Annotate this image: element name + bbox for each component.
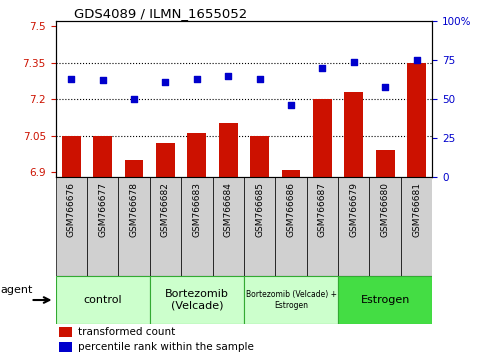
- Text: Estrogen: Estrogen: [360, 295, 410, 305]
- Bar: [125, 160, 143, 177]
- Bar: [401, 177, 432, 276]
- Bar: [150, 276, 244, 324]
- Bar: [282, 170, 300, 177]
- Bar: [59, 342, 72, 353]
- Point: [287, 103, 295, 108]
- Bar: [244, 276, 338, 324]
- Bar: [213, 177, 244, 276]
- Bar: [181, 177, 213, 276]
- Bar: [344, 92, 363, 177]
- Bar: [219, 124, 238, 177]
- Point: [382, 84, 389, 90]
- Text: control: control: [84, 295, 122, 305]
- Bar: [376, 150, 395, 177]
- Text: agent: agent: [0, 285, 32, 295]
- Bar: [407, 63, 426, 177]
- Point: [224, 73, 232, 79]
- Text: GSM766679: GSM766679: [349, 182, 358, 237]
- Text: GSM766686: GSM766686: [286, 182, 296, 237]
- Bar: [93, 136, 112, 177]
- Text: GSM766677: GSM766677: [98, 182, 107, 237]
- Bar: [62, 136, 81, 177]
- Bar: [156, 143, 175, 177]
- Text: GSM766685: GSM766685: [255, 182, 264, 237]
- Bar: [338, 276, 432, 324]
- Text: GDS4089 / ILMN_1655052: GDS4089 / ILMN_1655052: [74, 7, 248, 20]
- Bar: [313, 99, 332, 177]
- Text: GSM766681: GSM766681: [412, 182, 421, 237]
- Point: [412, 57, 420, 63]
- Bar: [244, 177, 275, 276]
- Point: [99, 78, 107, 83]
- Point: [161, 79, 170, 85]
- Text: percentile rank within the sample: percentile rank within the sample: [78, 342, 254, 352]
- Bar: [275, 177, 307, 276]
- Text: Bortezomib (Velcade) +
Estrogen: Bortezomib (Velcade) + Estrogen: [245, 290, 337, 310]
- Bar: [56, 276, 150, 324]
- Text: GSM766687: GSM766687: [318, 182, 327, 237]
- Bar: [369, 177, 401, 276]
- Bar: [87, 177, 118, 276]
- Point: [350, 59, 357, 64]
- Bar: [118, 177, 150, 276]
- Point: [68, 76, 75, 82]
- Point: [193, 76, 201, 82]
- Bar: [150, 177, 181, 276]
- Text: GSM766683: GSM766683: [192, 182, 201, 237]
- Bar: [56, 177, 87, 276]
- Text: Bortezomib
(Velcade): Bortezomib (Velcade): [165, 289, 229, 311]
- Point: [130, 96, 138, 102]
- Text: GSM766682: GSM766682: [161, 182, 170, 237]
- Point: [319, 65, 327, 71]
- Point: [256, 76, 264, 82]
- Text: transformed count: transformed count: [78, 327, 175, 337]
- Text: GSM766676: GSM766676: [67, 182, 76, 237]
- Bar: [187, 133, 206, 177]
- Bar: [250, 136, 269, 177]
- Text: GSM766678: GSM766678: [129, 182, 139, 237]
- Bar: [307, 177, 338, 276]
- Text: GSM766680: GSM766680: [381, 182, 390, 237]
- Bar: [59, 327, 72, 337]
- Text: GSM766684: GSM766684: [224, 182, 233, 237]
- Bar: [338, 177, 369, 276]
